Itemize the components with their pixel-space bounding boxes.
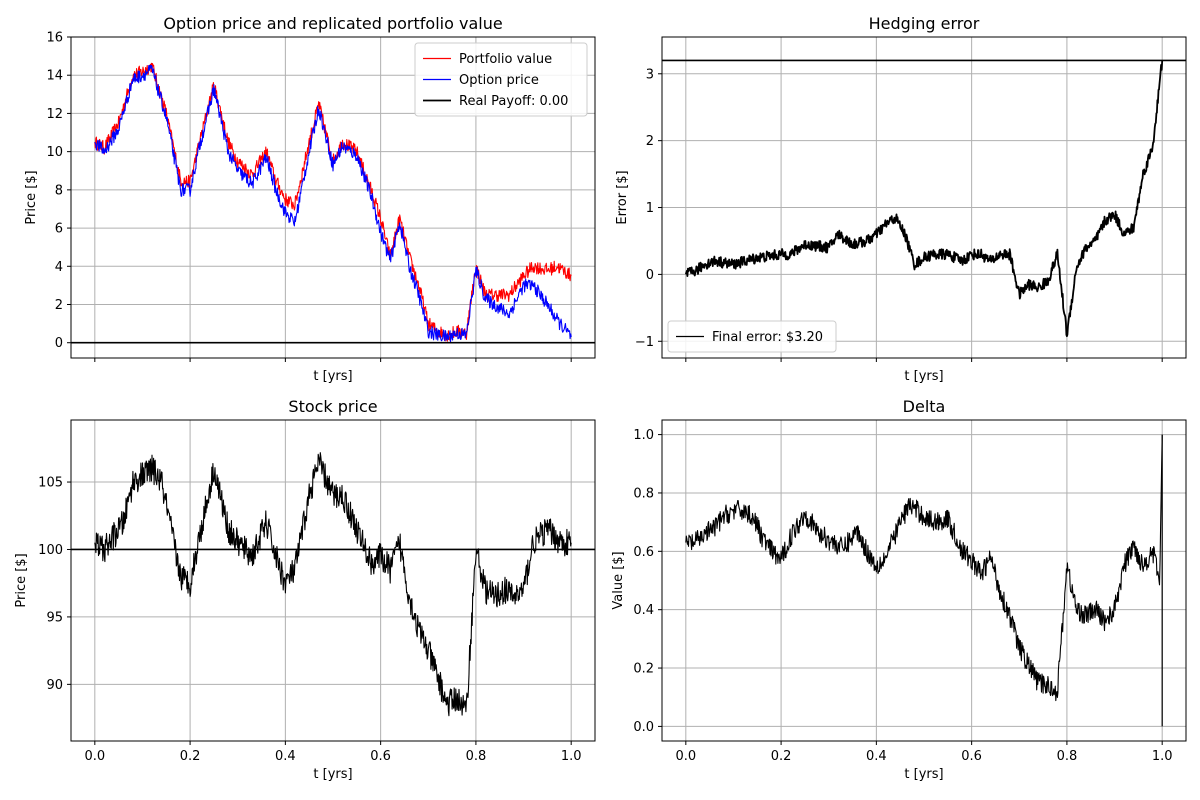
y-tick-label: 0	[55, 336, 63, 351]
y-tick-label: 16	[46, 31, 63, 46]
series-group	[71, 452, 595, 717]
x-tick-label: 1.0	[561, 749, 582, 764]
y-tick-label: 100	[38, 543, 63, 558]
y-tick-label: 0.6	[633, 545, 654, 560]
y-tick-label: 2	[646, 134, 654, 149]
legend-label: Portfolio value	[459, 52, 552, 67]
y-tick-label: 1	[646, 201, 654, 216]
y-tick-label: 6	[55, 222, 63, 237]
x-tick-label: 0.0	[675, 749, 696, 764]
legend-box	[667, 320, 837, 353]
chart-title: Option price and replicated portfolio va…	[163, 14, 502, 33]
y-tick-label: 0.4	[633, 603, 654, 618]
axes-frame	[70, 36, 596, 359]
y-tick-label: 0.8	[633, 486, 654, 501]
x-tick-label: 1.0	[1152, 749, 1173, 764]
chart-option: 0 2 4 6 8 10 12 14 16 Option price and replicated…	[24, 14, 596, 384]
x-tick-label: 0.2	[771, 749, 792, 764]
series-group	[71, 62, 595, 344]
axes-frame	[661, 36, 1187, 359]
legend-label: Final error: $3.20	[712, 330, 823, 345]
y-tick-label: 10	[46, 145, 63, 160]
y-axis-label: Price [$]	[14, 553, 29, 607]
series-group	[662, 59, 1186, 338]
series-line	[94, 64, 572, 343]
chart-error: −1 0 1 2 3 Hedging error t [yrs] Error [$] Final…	[615, 14, 1187, 384]
y-tick-label: 95	[46, 610, 63, 625]
y-axis-label: Value [$]	[611, 551, 626, 609]
y-tick-label: 0.0	[633, 720, 654, 735]
y-tick-label: 8	[55, 183, 63, 198]
chart-stock: 0.0 0.2 0.4 0.6 0.8 1.0 90 95 100 105 Stock price t…	[14, 397, 596, 782]
y-tick-label: 14	[46, 69, 63, 84]
y-tick-label: 1.0	[633, 428, 654, 443]
series-line	[94, 452, 572, 717]
legend-label: Option price	[459, 73, 539, 88]
y-tick-label: 3	[646, 67, 654, 82]
chart-title: Hedging error	[869, 14, 980, 33]
x-tick-label: 0.8	[466, 749, 487, 764]
x-axis-label: t [yrs]	[313, 767, 352, 782]
y-tick-label: 105	[38, 476, 63, 491]
x-tick-label: 0.4	[866, 749, 887, 764]
x-axis-label: t [yrs]	[904, 369, 943, 384]
y-tick-label: 12	[46, 107, 63, 122]
legend-label: Real Payoff: 0.00	[459, 94, 568, 109]
legend: Portfolio value Option price Real Payoff: …	[414, 42, 588, 117]
axes-frame	[661, 419, 1187, 742]
x-tick-label: 0.6	[961, 749, 982, 764]
y-tick-label: 4	[55, 260, 63, 275]
y-tick-label: 2	[55, 298, 63, 313]
legend: Final error: $3.20	[667, 320, 837, 353]
x-axis-label: t [yrs]	[313, 369, 352, 384]
axes-frame	[70, 419, 596, 742]
series-group	[685, 434, 1163, 727]
chart-title: Delta	[903, 397, 946, 416]
y-tick-label: −1	[635, 335, 654, 350]
x-tick-label: 0.6	[370, 749, 391, 764]
x-tick-label: 0.4	[275, 749, 296, 764]
x-tick-label: 0.8	[1057, 749, 1078, 764]
chart-title: Stock price	[288, 397, 377, 416]
series-line	[685, 434, 1163, 702]
y-axis-label: Error [$]	[615, 170, 630, 224]
y-axis-label: Price [$]	[24, 170, 39, 224]
series-line	[684, 60, 1164, 338]
y-tick-label: 0.2	[633, 662, 654, 677]
y-tick-label: 90	[46, 678, 63, 693]
x-axis-label: t [yrs]	[904, 767, 943, 782]
x-tick-label: 0.2	[180, 749, 201, 764]
x-tick-label: 0.0	[84, 749, 105, 764]
legend-box	[414, 42, 588, 117]
chart-delta: 0.0 0.2 0.4 0.6 0.8 1.0 0.0 0.2 0.4 0.6 0.8 1.0 Delt…	[611, 397, 1187, 782]
y-tick-label: 0	[646, 268, 654, 283]
